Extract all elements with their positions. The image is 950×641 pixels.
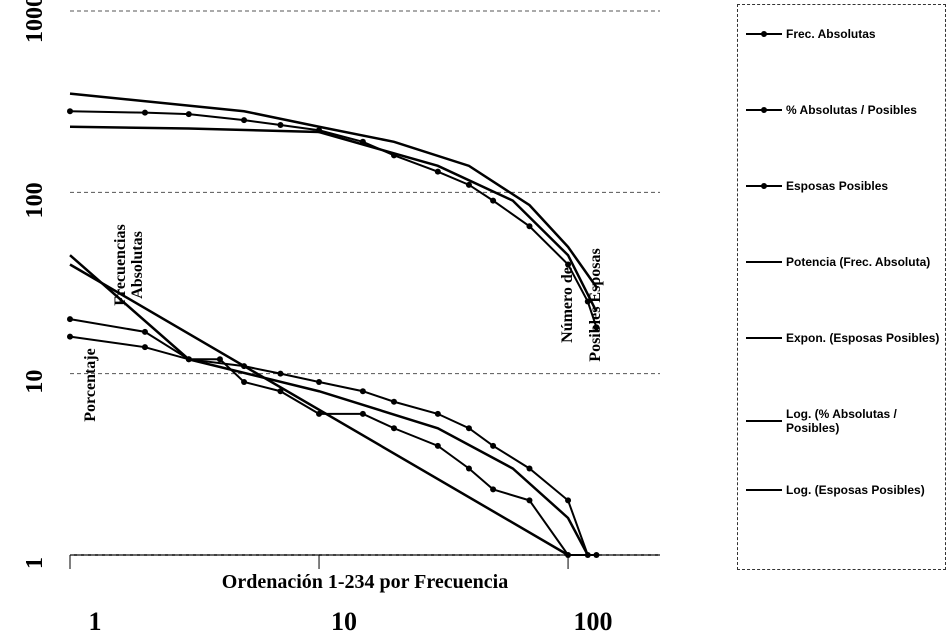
data-point — [216, 356, 223, 363]
y-tick-label: 10 — [22, 370, 48, 394]
data-point — [277, 388, 284, 395]
data-point — [359, 388, 366, 395]
legend-swatch — [746, 31, 782, 37]
legend-swatch — [746, 337, 782, 339]
legend-label: Expon. (Esposas Posibles) — [786, 331, 940, 345]
data-line — [69, 110, 598, 328]
legend-swatch — [746, 420, 782, 422]
data-point — [490, 197, 497, 204]
legend-label: Esposas Posibles — [786, 179, 889, 193]
legend-item: Expon. (Esposas Posibles) — [746, 331, 946, 345]
data-point — [465, 181, 472, 188]
data-point — [565, 497, 572, 504]
legend-swatch — [746, 261, 782, 263]
legend-swatch — [746, 489, 782, 491]
y-tick-label: 1000 — [22, 0, 48, 43]
x-tick-label: 100 — [574, 607, 613, 636]
annotation: Posibles Esposas — [587, 248, 604, 361]
trend-line — [69, 263, 569, 557]
legend-label: % Absolutas / Posibles — [786, 103, 917, 117]
trend-line — [69, 125, 598, 313]
x-tick-label: 1 — [89, 607, 102, 636]
data-point — [277, 370, 284, 377]
data-point — [593, 552, 600, 558]
data-point — [141, 109, 148, 116]
data-point — [359, 410, 366, 417]
legend-swatch — [746, 107, 782, 113]
trend-line — [69, 254, 589, 556]
data-point — [316, 378, 323, 385]
x-tick-label: 10 — [331, 607, 357, 636]
legend-item: % Absolutas / Posibles — [746, 103, 946, 117]
legend-label: Log. (Esposas Posibles) — [786, 483, 925, 497]
legend-marker — [761, 107, 767, 113]
data-point — [277, 122, 284, 129]
data-point — [141, 328, 148, 335]
data-point — [490, 486, 497, 493]
data-point — [465, 425, 472, 432]
annotation: Porcentaje — [82, 348, 99, 421]
legend-label: Potencia (Frec. Absoluta) — [786, 255, 931, 269]
data-point — [316, 410, 323, 417]
annotation: Frecuencias — [112, 224, 129, 305]
trend-line — [69, 92, 598, 288]
data-point — [490, 442, 497, 449]
chart: Ordenación 1-234 por Frecuencia 1 10 100 10… — [22, 0, 660, 636]
data-point — [526, 223, 533, 230]
data-line — [69, 318, 597, 556]
legend-item: Frec. Absolutas — [746, 27, 946, 41]
data-point — [67, 316, 73, 323]
legend: Frec. Absolutas % Absolutas / Posibles Esp… — [737, 4, 946, 570]
annotation: Absolutas — [129, 231, 146, 299]
data-point — [141, 344, 148, 351]
legend-swatch — [746, 183, 782, 189]
legend-marker — [761, 183, 767, 189]
legend-item: Esposas Posibles — [746, 179, 946, 193]
data-point — [434, 410, 441, 417]
annotation: Número de — [559, 267, 576, 343]
data-point — [67, 333, 73, 340]
legend-label: Log. (% Absolutas / Posibles) — [786, 407, 897, 435]
data-point — [526, 497, 533, 504]
data-point — [241, 117, 248, 124]
data-point — [241, 378, 248, 385]
y-tick-label: 1 — [22, 557, 48, 569]
y-tick-label: 100 — [22, 182, 48, 218]
legend-item: Log. (Esposas Posibles) — [746, 483, 946, 497]
legend-marker — [761, 31, 767, 37]
data-point — [390, 398, 397, 405]
x-axis-label: Ordenación 1-234 por Frecuencia — [222, 571, 508, 593]
data-point — [185, 111, 192, 118]
legend-item: Potencia (Frec. Absoluta) — [746, 255, 946, 269]
data-point — [67, 108, 73, 115]
legend-label: Frec. Absolutas — [786, 27, 876, 41]
data-point — [434, 168, 441, 175]
data-point — [593, 324, 600, 331]
data-point — [465, 465, 472, 472]
data-point — [434, 442, 441, 449]
data-point — [390, 425, 397, 432]
data-point — [526, 465, 533, 472]
data-point — [565, 261, 572, 268]
legend-item: Log. (% Absolutas / Posibles) — [746, 407, 946, 435]
